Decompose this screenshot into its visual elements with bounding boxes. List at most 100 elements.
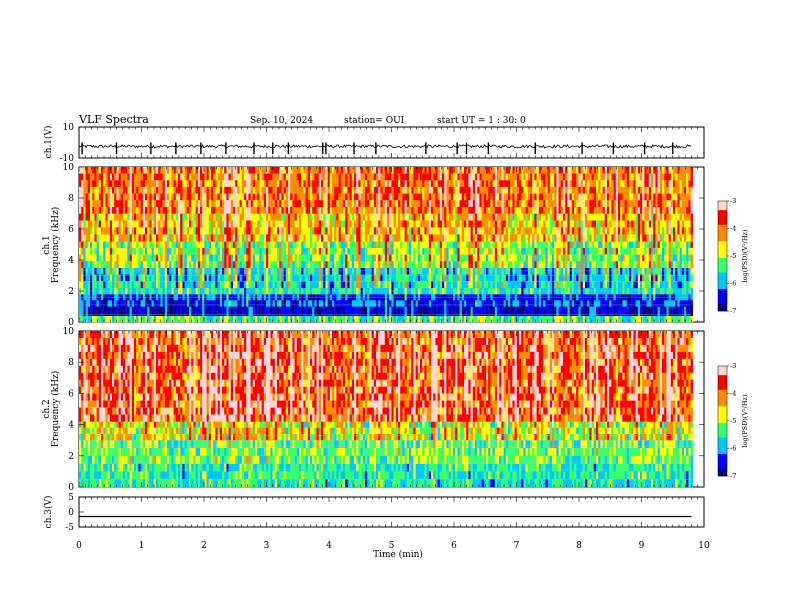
spectro-cell-21-2-1 xyxy=(125,300,128,307)
spectro-cell-206-7-3 xyxy=(532,186,535,194)
spectro-cell-56-5-2 xyxy=(202,254,205,262)
spectro-cell-54-5-2 xyxy=(197,254,201,262)
spectro-cell-87-0-0 xyxy=(270,315,273,323)
spectro-cell-126-6-3 xyxy=(356,234,359,242)
spectro-cell-109-7-2 xyxy=(318,180,322,188)
spectro-cell-172-7-5 xyxy=(457,200,460,207)
spectro-cell-156-5-2 xyxy=(422,254,425,262)
spectro-cell-61-7-3 xyxy=(213,186,216,194)
spectro-cell-28-2-1 xyxy=(140,300,143,307)
spectro-cell-215-5-2 xyxy=(552,254,555,262)
spectro-cell-180-5-1 xyxy=(475,248,478,255)
spectro-cell-76-0-0 xyxy=(246,315,249,323)
spectro-cell-58-7-0 xyxy=(206,167,209,174)
spectro-cell-33-2-1 xyxy=(151,300,154,307)
spectro-cell-190-6-1 xyxy=(497,220,500,228)
spectro-cell-184-6-1 xyxy=(483,220,487,228)
spectro-cell-169-4-0 xyxy=(450,267,454,275)
spectro-cell-90-4-0 xyxy=(277,267,280,275)
spectro-cell-102-7-2 xyxy=(303,180,306,188)
spectro-cell-28-5-3 xyxy=(140,261,143,268)
spectro-cell-140-5-0 xyxy=(387,241,390,249)
spectro-cell-117-5-2 xyxy=(336,254,339,262)
spectro-cell-50-6-0 xyxy=(189,213,192,221)
spectro-cell-152-6-2 xyxy=(413,227,416,235)
spectro-cell-84-7-2 xyxy=(263,180,267,188)
spectro-cell-10-6-2 xyxy=(101,227,104,235)
spectro-cell-105-7-6 xyxy=(310,206,313,214)
spectro-cell-50-7-1 xyxy=(189,173,192,181)
spectro-cell-189-6-0 xyxy=(494,213,498,221)
spectro-cell-107-6-0 xyxy=(314,213,317,221)
spectro-cell-123-7-2 xyxy=(349,180,352,188)
spectro-cell-35-0-0 xyxy=(156,315,159,323)
spectro-cell-41-5-1 xyxy=(169,248,172,255)
spectro-cell-207-7-4 xyxy=(534,193,537,201)
spectro-cell-166-0-0 xyxy=(444,315,447,323)
spectro-cell-113-4-2 xyxy=(327,281,330,289)
spectro-cell-107-6-2 xyxy=(314,227,317,235)
spectro-cell-43-5-3 xyxy=(173,261,176,268)
spectro-cell-72-2-1 xyxy=(237,300,240,307)
spectro-cell-207-7-2 xyxy=(534,180,537,188)
spectro-cell-89-7-1 xyxy=(274,173,278,181)
spectro-cell-102-4-2 xyxy=(303,281,306,289)
spectro-cell-148-6-2 xyxy=(404,227,407,235)
spectro-cell-137-2-1 xyxy=(380,300,383,307)
spectro-cell-209-7-0 xyxy=(538,167,542,174)
spectro-cell-23-4-0 xyxy=(129,267,132,275)
spectro-cell-63-4-1 xyxy=(217,274,220,282)
spectro-cell-39-5-2 xyxy=(164,254,168,262)
spectro-cell-108-7-2 xyxy=(316,180,319,188)
spectro-cell-195-5-0 xyxy=(508,241,511,249)
spectro-cell-193-6-0 xyxy=(503,213,506,221)
spectro-cell-83-4-2 xyxy=(261,281,264,289)
spectro-cell-191-0-0 xyxy=(499,315,502,323)
spectro-cell-64-7-2 xyxy=(219,180,223,188)
spectro-cell-157-5-0 xyxy=(424,241,427,249)
spectro-cell-127-0-0 xyxy=(358,315,361,323)
spectro-cell-33-6-2 xyxy=(151,227,154,235)
spectro-cell-139-6-2 xyxy=(384,227,388,235)
spectro-cell-32-7-4 xyxy=(149,193,152,201)
spectro-cell-57-0-0 xyxy=(204,315,207,323)
spectro-cell-189-4-2 xyxy=(494,281,498,289)
spectro-cell-0-5-2 xyxy=(79,254,82,262)
spectro-cell-204-4-0 xyxy=(527,267,531,275)
spectro-cell-1-7-5 xyxy=(81,200,84,207)
spectro-cell-109-7-6 xyxy=(318,206,322,214)
spectro-cell-191-7-1 xyxy=(499,173,502,181)
spectro-cell-195-7-5 xyxy=(508,200,511,207)
spectro-cell-122-7-5 xyxy=(347,200,350,207)
spectro-cell-47-6-0 xyxy=(182,213,185,221)
spectro-cell-202-5-0 xyxy=(523,241,526,249)
spectro-cell-54-0-0 xyxy=(197,315,201,323)
spectro-cell-186-6-0 xyxy=(488,213,491,221)
spectro-cell-22-7-3 xyxy=(127,186,130,194)
spectro-cell-184-5-0 xyxy=(483,241,487,249)
spectro-cell-68-7-0 xyxy=(228,167,231,174)
spectro-cell-29-6-3 xyxy=(142,234,146,242)
spectro-cell-4-6-0 xyxy=(87,213,91,221)
spectro-cell-131-4-0 xyxy=(367,267,370,275)
spectro-cell-164-7-1 xyxy=(439,173,443,181)
spectro-cell-19-5-2 xyxy=(120,254,124,262)
spectro-cell-186-6-3 xyxy=(488,234,491,242)
spectro-cell-85-5-1 xyxy=(266,248,269,255)
spectro-cell-143-0-0 xyxy=(393,315,396,323)
spectro-cell-160-0-0 xyxy=(431,315,434,323)
spectro-cell-32-7-3 xyxy=(149,186,152,194)
spectro-cell-141-7-1 xyxy=(389,173,392,181)
spectro-cell-130-5-0 xyxy=(365,241,368,249)
spectro-cell-140-6-2 xyxy=(387,227,390,235)
spectro-cell-129-6-0 xyxy=(362,213,366,221)
spectro-cell-25-6-1 xyxy=(134,220,137,228)
spectro-cell-109-2-1 xyxy=(318,300,322,307)
spectro-cell-44-6-1 xyxy=(175,220,179,228)
spectro-cell-92-7-6 xyxy=(281,206,284,214)
spectro-cell-19-5-1 xyxy=(120,248,124,255)
spectro-cell-64-6-1 xyxy=(219,220,223,228)
spectro-cell-47-6-1 xyxy=(182,220,185,228)
spectro-cell-183-7-4 xyxy=(481,193,484,201)
spectro-cell-20-0-0 xyxy=(123,315,126,323)
